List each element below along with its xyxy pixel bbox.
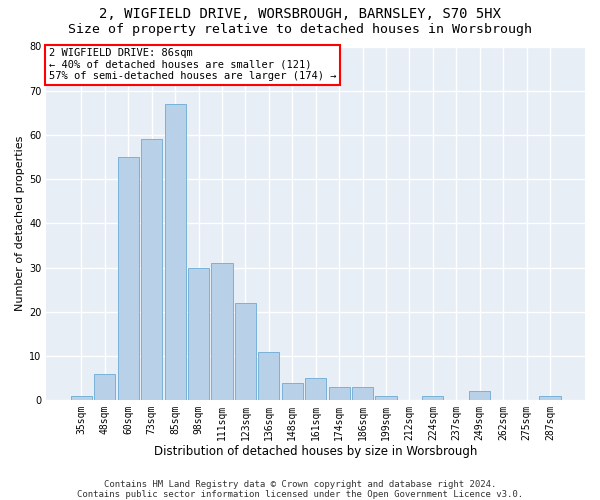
Bar xyxy=(141,140,162,400)
Bar xyxy=(539,396,560,400)
Y-axis label: Number of detached properties: Number of detached properties xyxy=(15,136,25,311)
Bar xyxy=(329,387,350,400)
Bar xyxy=(94,374,115,400)
Bar xyxy=(235,303,256,400)
Bar xyxy=(469,392,490,400)
Bar xyxy=(352,387,373,400)
Text: Size of property relative to detached houses in Worsbrough: Size of property relative to detached ho… xyxy=(68,22,532,36)
Text: 2, WIGFIELD DRIVE, WORSBROUGH, BARNSLEY, S70 5HX: 2, WIGFIELD DRIVE, WORSBROUGH, BARNSLEY,… xyxy=(99,8,501,22)
Bar xyxy=(422,396,443,400)
Bar xyxy=(211,263,233,400)
Bar xyxy=(282,382,303,400)
Bar xyxy=(164,104,185,400)
Text: Contains HM Land Registry data © Crown copyright and database right 2024.
Contai: Contains HM Land Registry data © Crown c… xyxy=(77,480,523,499)
Bar xyxy=(118,157,139,400)
Bar xyxy=(376,396,397,400)
Bar xyxy=(188,268,209,400)
X-axis label: Distribution of detached houses by size in Worsbrough: Distribution of detached houses by size … xyxy=(154,444,478,458)
Bar xyxy=(71,396,92,400)
Bar xyxy=(259,352,280,400)
Text: 2 WIGFIELD DRIVE: 86sqm
← 40% of detached houses are smaller (121)
57% of semi-d: 2 WIGFIELD DRIVE: 86sqm ← 40% of detache… xyxy=(49,48,337,82)
Bar xyxy=(305,378,326,400)
